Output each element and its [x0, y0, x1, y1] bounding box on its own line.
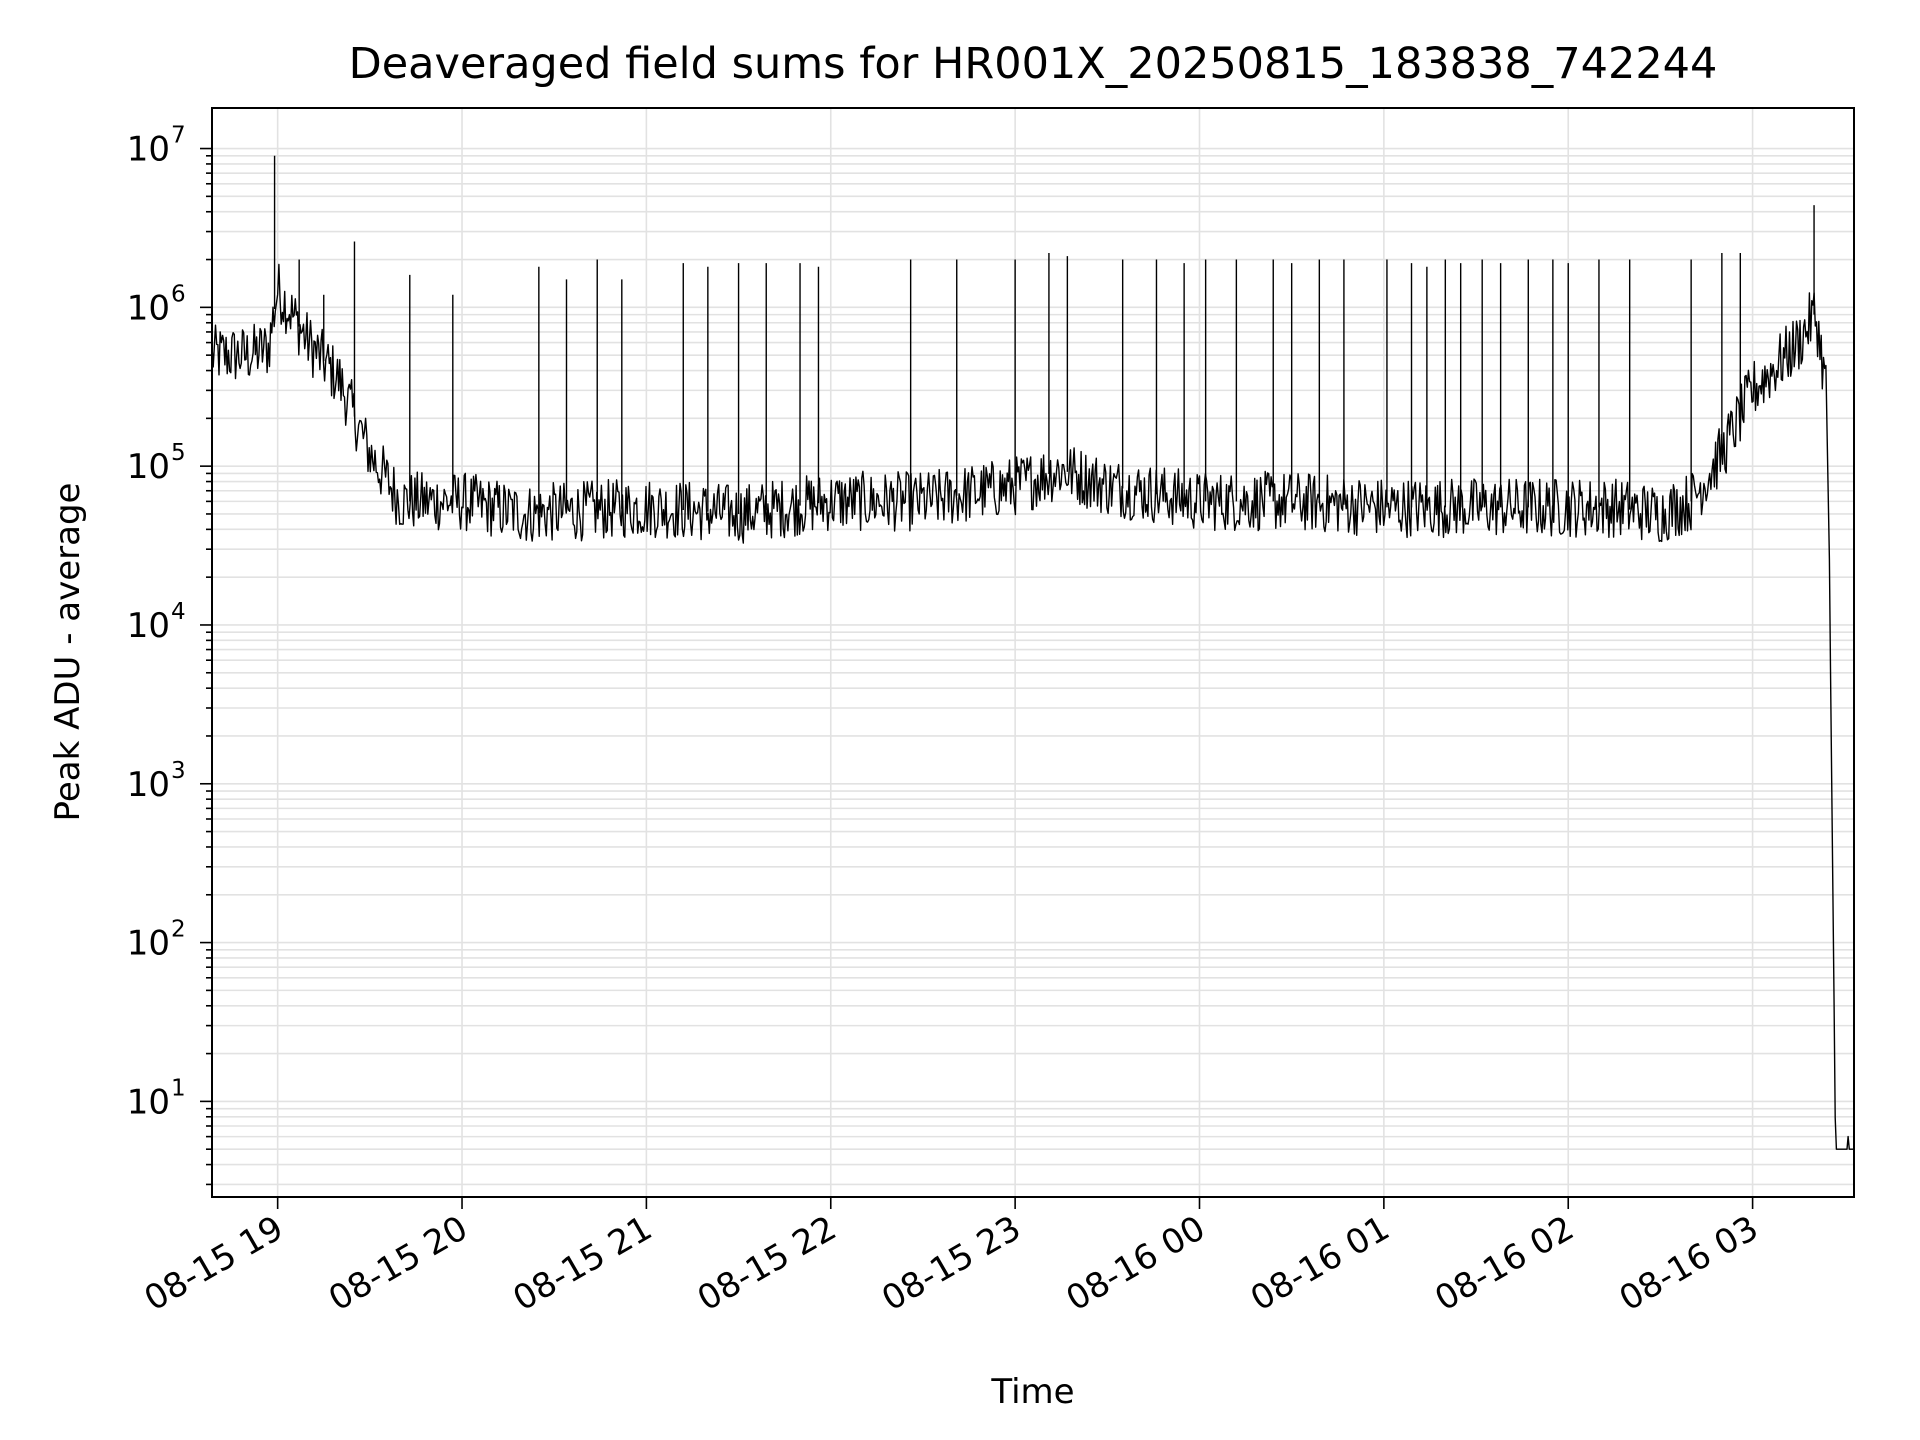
y-tick-label: 10: [127, 447, 170, 487]
grid: [212, 108, 1854, 1197]
chart-title: Deaveraged field sums for HR001X_2025081…: [349, 39, 1718, 89]
series-line: [211, 263, 1854, 1150]
y-tick-label: 10: [127, 1082, 170, 1122]
y-tick-label: 10: [127, 130, 170, 170]
y-tick-label: 10: [127, 606, 170, 646]
y-tick-exponent: 5: [171, 440, 186, 466]
y-tick-label: 10: [127, 924, 170, 964]
y-tick-exponent: 1: [171, 1075, 186, 1101]
y-tick-exponent: 4: [171, 599, 186, 625]
series-layer: [211, 155, 1854, 1150]
plot-frame: [211, 107, 1855, 1198]
y-tick-label: 10: [127, 765, 170, 805]
y-tick-exponent: 7: [171, 123, 186, 149]
y-tick-exponent: 3: [171, 758, 186, 784]
y-tick-exponent: 2: [171, 917, 186, 943]
y-tick-label: 10: [127, 288, 170, 328]
y-axis-label: Peak ADU - average: [48, 483, 88, 822]
y-tick-exponent: 6: [171, 281, 186, 307]
x-axis-label: Time: [990, 1372, 1074, 1412]
